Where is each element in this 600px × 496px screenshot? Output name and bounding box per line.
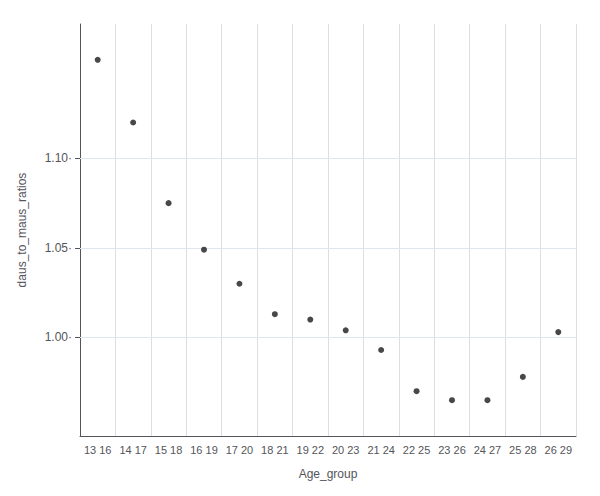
svg-text:17 20: 17 20 — [226, 444, 254, 456]
svg-text:26 29: 26 29 — [545, 444, 573, 456]
svg-text:1.10·: 1.10· — [45, 151, 72, 165]
svg-text:15 18: 15 18 — [155, 444, 183, 456]
svg-text:23 26: 23 26 — [438, 444, 466, 456]
svg-text:Age_group: Age_group — [299, 467, 358, 481]
svg-text:22 25: 22 25 — [403, 444, 431, 456]
svg-text:25 28: 25 28 — [509, 444, 537, 456]
svg-text:14 17: 14 17 — [119, 444, 147, 456]
svg-text:1.05·: 1.05· — [45, 241, 72, 255]
svg-text:16 19: 16 19 — [190, 444, 218, 456]
svg-text:daus_to_maus_ratios: daus_to_maus_ratios — [15, 173, 29, 288]
svg-text:20 23: 20 23 — [332, 444, 360, 456]
svg-text:24 27: 24 27 — [474, 444, 502, 456]
svg-text:19 22: 19 22 — [297, 444, 325, 456]
svg-text:21 24: 21 24 — [367, 444, 395, 456]
svg-text:13 16: 13 16 — [84, 444, 112, 456]
svg-text:18 21: 18 21 — [261, 444, 289, 456]
svg-text:1.00·: 1.00· — [45, 330, 72, 344]
